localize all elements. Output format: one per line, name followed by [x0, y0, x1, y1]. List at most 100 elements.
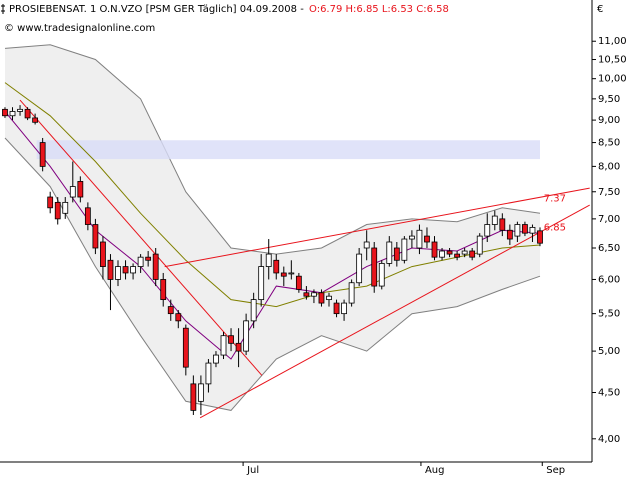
- zone: [36, 140, 541, 160]
- candle-body: [295, 275, 302, 290]
- y-tick-label: 6,50: [598, 243, 620, 254]
- candle-body: [54, 201, 61, 220]
- candle-body: [92, 224, 99, 249]
- candle-body: [190, 383, 197, 411]
- candle-body: [198, 383, 204, 402]
- y-tick-label: 9,00: [598, 115, 620, 126]
- candle-body: [311, 292, 317, 297]
- candle-body: [401, 238, 408, 261]
- trendline: [164, 187, 590, 268]
- candle-body: [461, 250, 468, 255]
- candle-body: [160, 279, 167, 301]
- candle-body: [363, 241, 370, 249]
- candle-body: [491, 215, 498, 225]
- candle-body: [235, 342, 242, 352]
- candle-body: [62, 201, 69, 214]
- candle-body: [243, 320, 250, 352]
- candle-body: [32, 117, 39, 123]
- candle-body: [378, 263, 385, 287]
- candle-body: [408, 235, 415, 240]
- y-unit: €: [597, 4, 603, 15]
- candle-body: [303, 292, 310, 297]
- candle-body: [469, 250, 476, 258]
- candle-body: [393, 247, 400, 261]
- candle-body: [476, 235, 483, 255]
- x-tick-label: Aug: [425, 465, 445, 476]
- y-tick-label: 4,00: [598, 434, 620, 445]
- candle-body: [348, 282, 355, 304]
- candle-body: [84, 207, 91, 225]
- candle-body: [100, 241, 106, 267]
- candle-body: [522, 224, 528, 234]
- candle-body: [24, 108, 31, 119]
- candle-body: [333, 302, 340, 315]
- candle-body: [446, 250, 453, 255]
- y-tick-label: 7,50: [598, 187, 620, 198]
- candle-body: [356, 253, 363, 284]
- candle-body: [205, 362, 212, 385]
- chart-icon: [1, 4, 5, 14]
- candle-body: [280, 272, 287, 277]
- candle-body: [499, 218, 506, 231]
- candle-body: [424, 235, 430, 243]
- candle-body: [175, 313, 182, 322]
- candle-body: [130, 266, 136, 274]
- y-tick-label: 11,00: [598, 36, 627, 47]
- candle-body: [326, 295, 332, 301]
- candle-body: [2, 108, 8, 117]
- candle-body: [431, 241, 438, 258]
- y-tick-label: 5,00: [598, 346, 620, 357]
- y-tick-label: 9,50: [598, 94, 620, 105]
- annotation: 7.37: [544, 194, 566, 205]
- candle-body: [416, 229, 423, 249]
- quote: O:6.79 H:6.85 L:6.53 C:6.58: [309, 4, 449, 15]
- candle-body: [47, 196, 54, 209]
- trendline: [19, 99, 263, 376]
- band-lower: [4, 137, 541, 411]
- candle-body: [152, 253, 159, 280]
- candle-body: [77, 181, 84, 198]
- candle-body: [265, 253, 272, 267]
- candle-body: [220, 335, 227, 356]
- x-tick-label: Jul: [246, 465, 259, 476]
- y-tick-label: 4,50: [598, 388, 620, 399]
- band-fill: [4, 44, 541, 411]
- trendline: [199, 204, 590, 419]
- candle-body: [341, 302, 347, 315]
- candle-body: [454, 253, 461, 258]
- candle-body: [69, 186, 76, 198]
- candle-body: [167, 306, 174, 315]
- annotation: 6.85: [544, 222, 566, 233]
- candle-body: [145, 256, 152, 261]
- candle-body: [529, 226, 536, 234]
- candle-body: [514, 224, 521, 237]
- candle-body: [115, 266, 121, 280]
- candle-body: [39, 142, 46, 167]
- candle-body: [182, 327, 189, 368]
- y-tick-label: 8,50: [598, 138, 620, 149]
- candle-body: [107, 259, 114, 280]
- candle-body: [506, 229, 513, 240]
- y-tick-label: 5,50: [598, 309, 620, 320]
- candle-body: [228, 335, 234, 344]
- candle-body: [439, 250, 445, 258]
- y-tick-label: 10,00: [598, 74, 627, 85]
- candle-body: [137, 256, 144, 267]
- candle-body: [250, 299, 257, 322]
- copyright: © www.tradesignalonline.com: [4, 23, 155, 34]
- candle-body: [9, 111, 16, 117]
- candle-body: [484, 224, 491, 237]
- candle-body: [122, 266, 129, 274]
- y-tick-label: 10,50: [598, 55, 627, 66]
- candle-body: [17, 108, 23, 112]
- candle-body: [288, 272, 295, 275]
- candle-body: [213, 354, 219, 364]
- candle-body: [273, 259, 280, 274]
- y-tick-label: 7,00: [598, 214, 620, 225]
- candle-body: [537, 230, 543, 244]
- y-tick-label: 6,00: [598, 274, 620, 285]
- candle-body: [371, 247, 378, 287]
- candle-body: [258, 266, 265, 301]
- candle-body: [318, 292, 325, 304]
